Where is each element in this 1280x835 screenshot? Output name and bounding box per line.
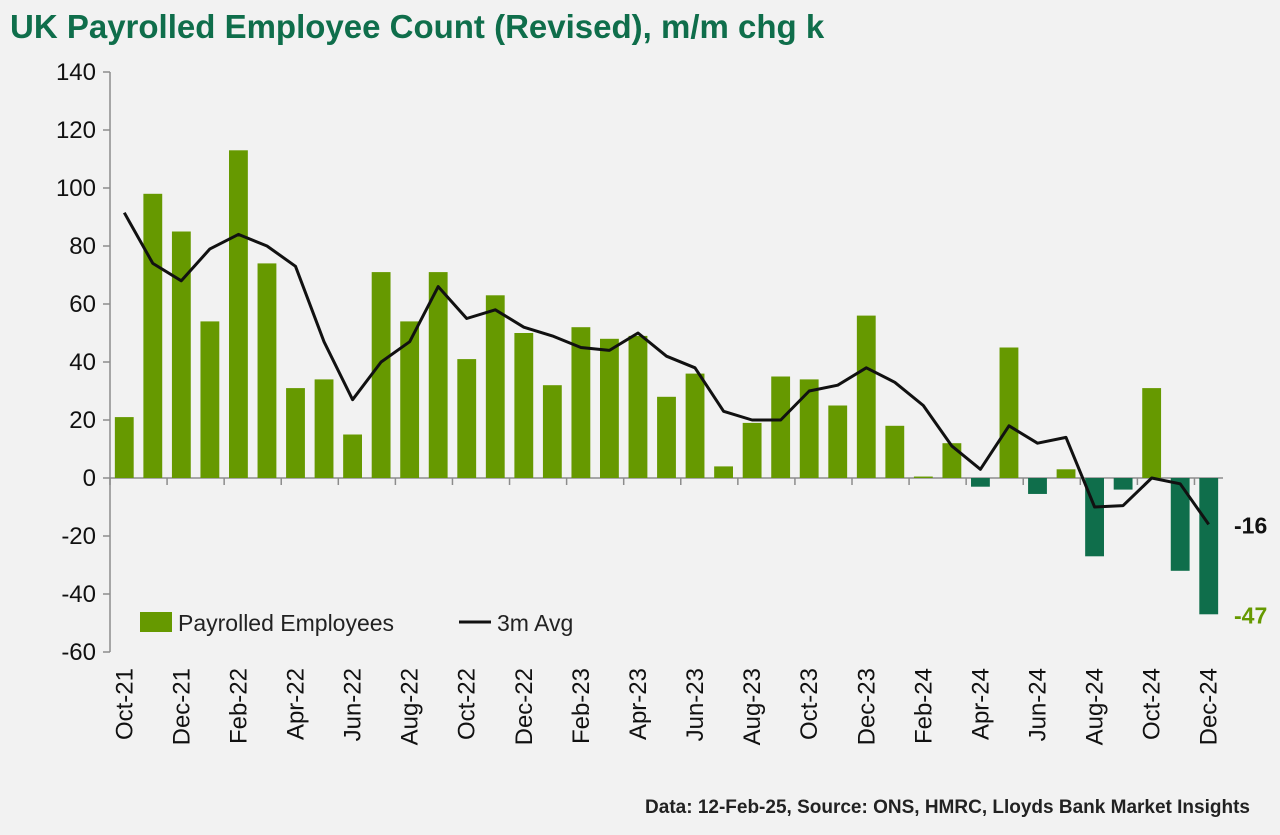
legend-label-line: 3m Avg bbox=[497, 610, 573, 636]
bar bbox=[286, 388, 305, 478]
bar bbox=[514, 333, 534, 478]
y-tick-label: 20 bbox=[69, 407, 96, 434]
avg-end-label: -16 bbox=[1234, 512, 1267, 538]
legend-swatch-bars bbox=[140, 612, 172, 632]
chart-title: UK Payrolled Employee Count (Revised), m… bbox=[10, 8, 825, 45]
bar bbox=[1142, 388, 1162, 478]
bar bbox=[457, 359, 477, 478]
x-tick-label: Jun-24 bbox=[1025, 668, 1052, 741]
bar bbox=[657, 396, 676, 478]
x-tick-label: Dec-22 bbox=[511, 668, 538, 745]
bar bbox=[913, 476, 933, 478]
y-tick-label: 80 bbox=[69, 233, 96, 260]
y-tick-label: 140 bbox=[56, 59, 96, 86]
bar bbox=[542, 385, 562, 478]
bar bbox=[628, 335, 648, 478]
bar bbox=[600, 338, 619, 478]
x-tick-label: Jun-22 bbox=[340, 668, 367, 741]
bar bbox=[742, 422, 762, 478]
x-tick-label: Aug-23 bbox=[739, 668, 766, 745]
x-tick-label: Oct-21 bbox=[111, 668, 138, 740]
bar bbox=[1170, 478, 1190, 571]
chart-svg: 140 120 100 80 60 40 20 0 -20 -40 -60 Oct-21 Dec-21 F… bbox=[56, 59, 1267, 745]
y-tick-label: -20 bbox=[61, 523, 96, 550]
line-series bbox=[122, 211, 1210, 526]
x-tick-label: Feb-22 bbox=[225, 668, 252, 744]
x-tick-label: Oct-23 bbox=[796, 668, 823, 740]
bar bbox=[1056, 469, 1076, 478]
bar bbox=[799, 379, 819, 478]
x-tick-label: Apr-23 bbox=[625, 668, 652, 740]
bar bbox=[485, 295, 505, 478]
bar bbox=[1113, 478, 1133, 490]
x-tick-label: Dec-24 bbox=[1196, 668, 1223, 745]
bar bbox=[685, 373, 705, 478]
x-tick-label: Jun-23 bbox=[682, 668, 709, 741]
bar-series bbox=[114, 150, 1219, 615]
y-tick-label: -60 bbox=[61, 639, 96, 666]
bar bbox=[229, 150, 248, 479]
bar bbox=[428, 272, 448, 478]
bar bbox=[885, 425, 905, 478]
y-tick-label: 100 bbox=[56, 175, 96, 202]
x-tick-label: Feb-23 bbox=[568, 668, 595, 744]
bar bbox=[371, 272, 391, 478]
bar bbox=[314, 379, 334, 478]
bar bbox=[171, 231, 191, 478]
x-tick-label: Dec-21 bbox=[168, 668, 195, 745]
y-tick-label: 40 bbox=[69, 349, 96, 376]
y-tick-label: 120 bbox=[56, 117, 96, 144]
bar bbox=[200, 321, 220, 478]
bar bbox=[143, 193, 163, 479]
x-tick-label: Feb-24 bbox=[910, 668, 937, 744]
bar bbox=[1199, 478, 1219, 615]
x-tick-label: Oct-24 bbox=[1139, 668, 1166, 740]
bar bbox=[400, 321, 420, 478]
bar bbox=[828, 405, 848, 478]
bar bbox=[771, 376, 791, 478]
x-tick-label: Dec-23 bbox=[853, 668, 880, 745]
bar bbox=[571, 327, 591, 478]
bar bbox=[942, 443, 962, 478]
bar bbox=[856, 315, 876, 478]
bar bbox=[343, 434, 362, 478]
source-note: Data: 12-Feb-25, Source: ONS, HMRC, Lloy… bbox=[645, 797, 1250, 818]
labels-layer: -16 -47 bbox=[1234, 512, 1267, 628]
y-tick-label: 60 bbox=[69, 291, 96, 318]
y-tick-label: 0 bbox=[83, 465, 96, 492]
x-tick-label: Apr-24 bbox=[967, 668, 994, 740]
x-tick-label: Aug-22 bbox=[397, 668, 424, 745]
bar bbox=[114, 417, 134, 478]
x-tick-label: Oct-22 bbox=[454, 668, 481, 740]
x-tick-label: Aug-24 bbox=[1082, 668, 1109, 745]
legend-label-bars: Payrolled Employees bbox=[178, 610, 394, 636]
y-tick-label: -40 bbox=[61, 581, 96, 608]
bar bbox=[1028, 478, 1047, 494]
legend: Payrolled Employees 3m Avg bbox=[140, 610, 573, 636]
bar bbox=[971, 478, 990, 487]
bar bbox=[257, 263, 277, 478]
bar bbox=[714, 466, 733, 478]
avg-line bbox=[122, 211, 1210, 526]
bar bbox=[999, 347, 1019, 478]
x-tick-label: Apr-22 bbox=[283, 668, 310, 740]
bar-end-label: -47 bbox=[1234, 602, 1267, 628]
